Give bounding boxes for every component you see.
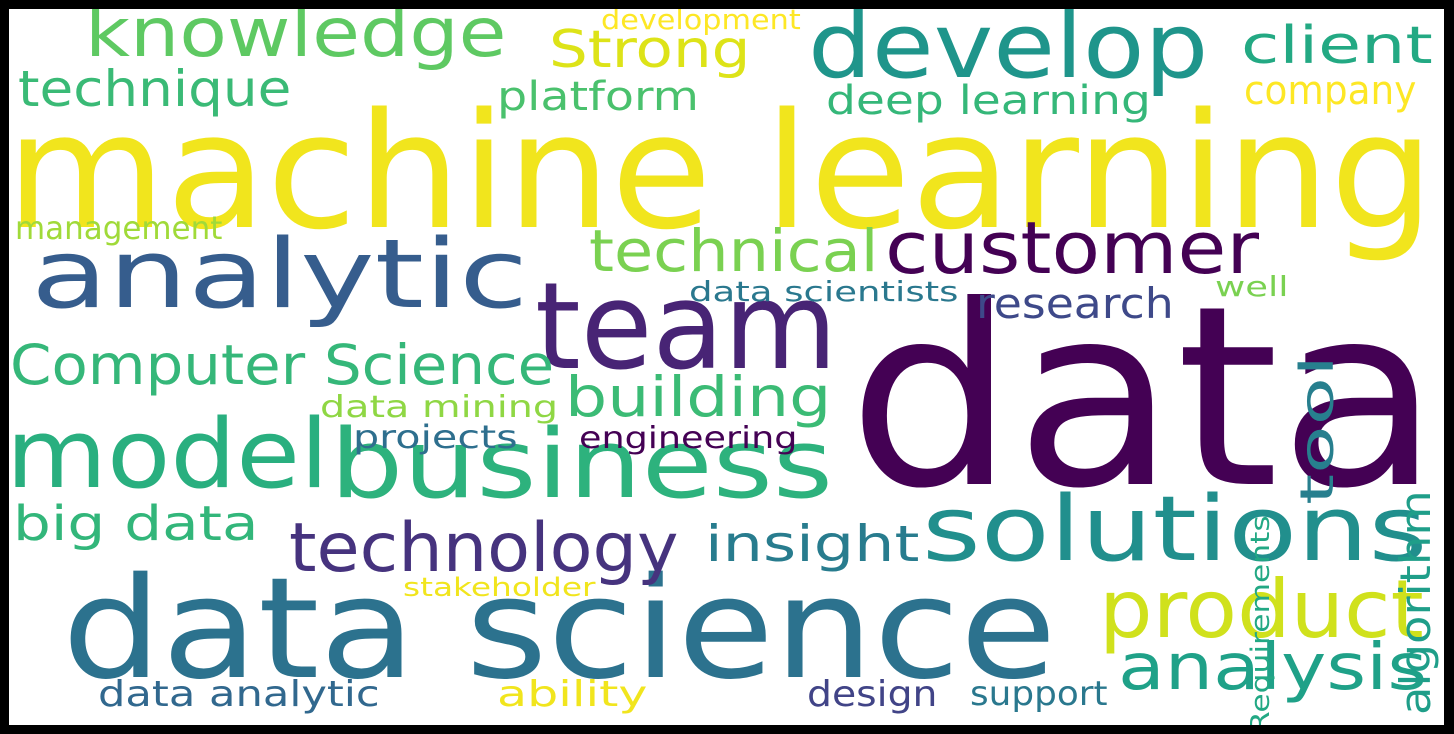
word-big-data: big data bbox=[13, 496, 259, 552]
word-develop: develop bbox=[808, 9, 1209, 99]
word-tool: tool bbox=[1290, 354, 1344, 505]
word-insight: insight bbox=[705, 515, 920, 573]
word-strong: Strong bbox=[549, 20, 751, 80]
word-stakeholder: stakeholder bbox=[403, 573, 596, 603]
word-business: business bbox=[330, 410, 834, 520]
word-computer-science: Computer Science bbox=[10, 333, 555, 397]
word-cloud: data machine learning data science team busi… bbox=[9, 9, 1444, 725]
word-building: building bbox=[565, 365, 832, 429]
word-client: client bbox=[1241, 16, 1433, 76]
word-algorithm: algorithm bbox=[1391, 490, 1440, 715]
word-data-scientists: data scientists bbox=[689, 275, 959, 308]
word-data: data bbox=[848, 252, 1441, 543]
word-knowledge: knowledge bbox=[85, 9, 507, 73]
word-support: support bbox=[970, 674, 1108, 714]
word-data-mining: data mining bbox=[320, 390, 559, 425]
word-machine-learning: machine learning bbox=[9, 78, 1435, 265]
word-requirements: Requirements bbox=[1246, 515, 1276, 725]
word-ability: ability bbox=[497, 674, 648, 715]
word-research: research bbox=[976, 279, 1174, 328]
word-model: model bbox=[9, 400, 329, 510]
word-deep-learning: deep learning bbox=[826, 78, 1151, 124]
word-data-analytic: data analytic bbox=[98, 674, 380, 715]
word-team: team bbox=[535, 258, 838, 397]
word-technique: technique bbox=[18, 60, 292, 118]
word-well: well bbox=[1215, 270, 1289, 303]
word-platform: platform bbox=[497, 74, 699, 120]
word-customer: customer bbox=[885, 206, 1260, 290]
word-data-science: data science bbox=[62, 548, 1057, 711]
word-design: design bbox=[807, 674, 938, 715]
word-projects: projects bbox=[353, 418, 518, 456]
word-management: management bbox=[15, 209, 223, 247]
word-analysis: analysis bbox=[1118, 631, 1428, 705]
word-technical: technical bbox=[589, 217, 879, 285]
word-technology: technology bbox=[289, 509, 679, 588]
word-product: product bbox=[1099, 563, 1424, 656]
word-solutions: solutions bbox=[922, 477, 1428, 582]
word-development: development bbox=[601, 9, 801, 36]
word-analytic: analytic bbox=[31, 220, 529, 330]
word-company: company bbox=[1244, 68, 1417, 114]
word-engineering: engineering bbox=[579, 421, 798, 456]
